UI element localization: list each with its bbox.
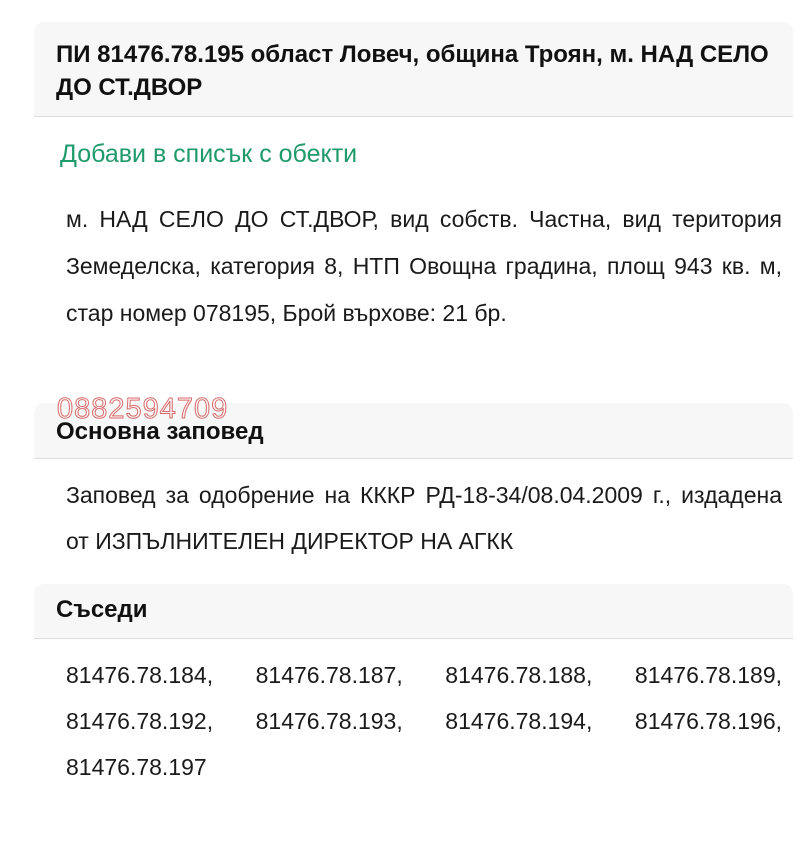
- neighbors-list: 81476.78.184, 81476.78.187, 81476.78.188…: [66, 662, 782, 780]
- property-title: ПИ 81476.78.195 област Ловеч, община Тро…: [56, 41, 769, 101]
- property-description: м. НАД СЕЛО ДО СТ.ДВОР, вид собств. Част…: [66, 206, 782, 326]
- property-title-header: ПИ 81476.78.195 област Ловеч, община Тро…: [34, 22, 793, 117]
- order-section-header: Основна заповед: [34, 403, 793, 459]
- add-to-object-list-link[interactable]: Добави в списък с обекти: [60, 140, 358, 168]
- order-text: Заповед за одобрение на КККР РД-18-34/08…: [66, 482, 782, 554]
- watermark-phone: 0882594709: [56, 393, 229, 426]
- neighbors-section-header: Съседи: [34, 584, 793, 639]
- order-heading: Основна заповед: [56, 418, 264, 445]
- neighbors-heading: Съседи: [56, 596, 148, 623]
